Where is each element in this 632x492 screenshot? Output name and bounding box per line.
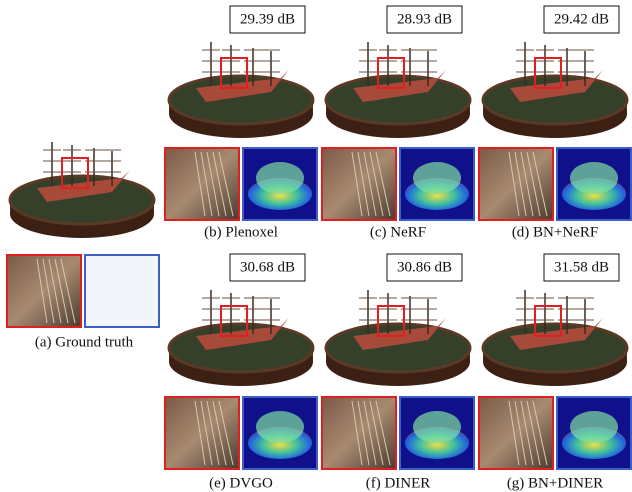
psnr: 28.93 dB [397,11,452,27]
ship-render [326,42,470,138]
psnr: 29.39 dB [240,11,295,27]
ship-render [483,290,627,386]
error-ship [413,411,461,443]
panel-label: (d) BN+NeRF [512,224,598,240]
psnr: 30.68 dB [240,259,295,275]
error-ship [570,162,618,194]
error-map [85,255,159,327]
ship-render [326,290,470,386]
panel-label: (f) DINER [366,475,431,491]
ship-render [483,42,627,138]
panel-label: (a) Ground truth [35,334,134,350]
ship-render [169,290,313,386]
panel-label: (b) Plenoxel [204,224,278,240]
panel-label: (g) BN+DINER [507,475,603,491]
error-ship [570,411,618,443]
figure: (a) Ground truth 29.39 dB (b) Plenoxel 28.9… [0,0,632,492]
psnr: 29.42 dB [554,11,609,27]
error-ship [256,162,304,194]
psnr: 31.58 dB [554,259,609,275]
panel-label: (c) NeRF [370,224,426,240]
panel-label: (e) DVGO [209,475,273,491]
ship-render [10,142,154,238]
error-ship [256,411,304,443]
ship-render [169,42,313,138]
psnr: 30.86 dB [397,259,452,275]
error-ship [413,162,461,194]
